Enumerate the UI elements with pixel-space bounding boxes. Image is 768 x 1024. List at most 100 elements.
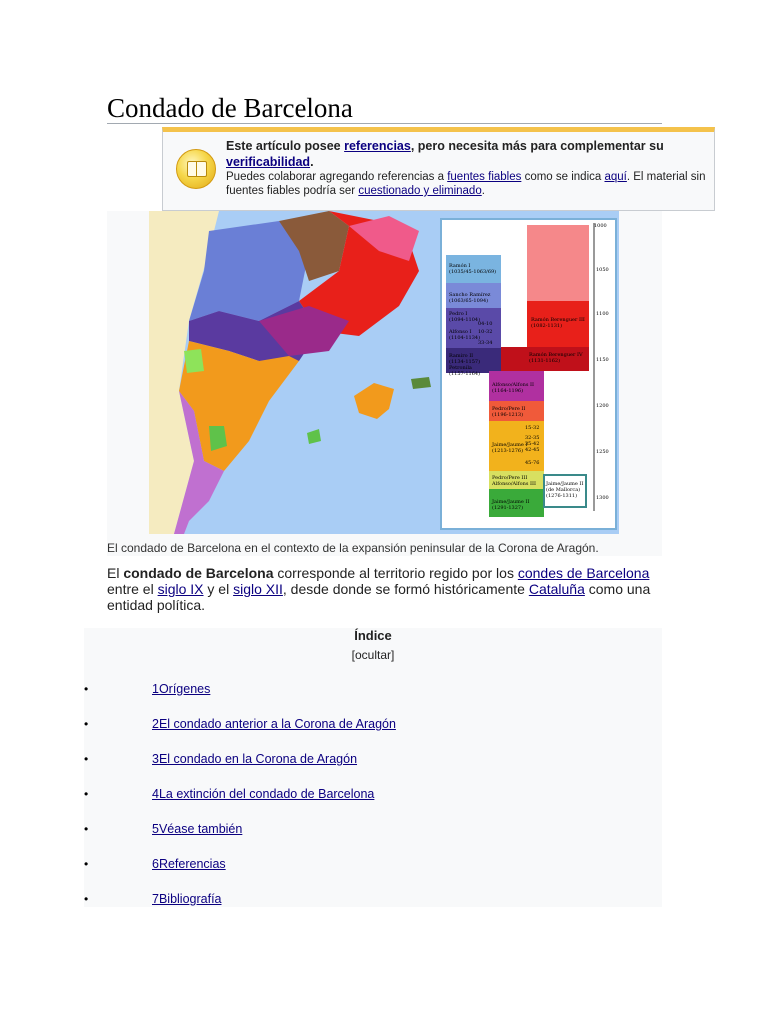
map-image[interactable]: 1000 1050 1100 1150 1200 1250 1300 Ramón… bbox=[149, 211, 619, 534]
condes-de-barcelona-link[interactable]: condes de Barcelona bbox=[517, 565, 650, 581]
notice-text: . bbox=[310, 155, 314, 169]
intro-text: , desde donde se formó históricamente bbox=[282, 581, 529, 597]
label-mallorca-dates: (1276-1311) bbox=[546, 492, 577, 499]
region-pink bbox=[349, 216, 419, 261]
intro-text: El bbox=[107, 565, 124, 581]
block-pedro-iii bbox=[489, 471, 544, 489]
toc-link-vease-tambien[interactable]: 5Véase también bbox=[152, 822, 243, 836]
label-pedro-i-dates: (1094-1104) bbox=[449, 316, 480, 323]
block-jaime-ii bbox=[489, 489, 544, 517]
label-ramiro: Ramiro II bbox=[449, 353, 473, 359]
label-45-76: 45-76 bbox=[525, 460, 539, 466]
bullet: • bbox=[84, 682, 89, 696]
toc-link-condado-anterior[interactable]: 2El condado anterior a la Corona de Arag… bbox=[152, 717, 396, 731]
label-rb-iv-dates: (1131-1162) bbox=[529, 357, 560, 364]
timeline-chart: 1000 1050 1100 1150 1200 1250 1300 Ramón… bbox=[440, 218, 617, 530]
label-33-34: 33-34 bbox=[478, 340, 492, 346]
bullet: • bbox=[84, 857, 89, 871]
notice-text: . bbox=[481, 185, 485, 197]
tick-1100: 1100 bbox=[596, 311, 609, 317]
region-orange bbox=[179, 341, 299, 471]
cataluna-link[interactable]: Cataluña bbox=[528, 581, 585, 597]
label-ramon-i: Ramón I bbox=[449, 262, 470, 269]
book-icon bbox=[176, 149, 216, 189]
notice-text: Este artículo posee bbox=[226, 139, 345, 153]
label-10-32: 10-32 bbox=[478, 329, 492, 335]
notice-heading: Este artículo posee referencias, pero ne… bbox=[226, 138, 706, 170]
toc-link-condado-corona[interactable]: 3El condado en la Corona de Aragón bbox=[152, 752, 358, 766]
fuentes-fiables-link[interactable]: fuentes fiables bbox=[447, 171, 522, 183]
toc-title: Índice bbox=[354, 628, 392, 643]
intro-text: como una entidad política. bbox=[107, 581, 651, 613]
block-pedro-alfonso bbox=[446, 308, 501, 348]
label-pedro-ii-dates: (1196-1213) bbox=[492, 411, 523, 418]
tick-1200: 1200 bbox=[596, 403, 609, 409]
block-ramon-berenguer-iv bbox=[501, 347, 589, 371]
intro-text: entre el bbox=[107, 581, 158, 597]
notice-text: Puedes colaborar agregando referencias a bbox=[226, 171, 448, 183]
toc-link-extincion[interactable]: 4La extinción del condado de Barcelona bbox=[152, 787, 375, 801]
title-divider bbox=[107, 123, 662, 124]
referencias-link[interactable]: referencias bbox=[344, 139, 411, 153]
label-rb-iii: Ramón Berenguer III bbox=[531, 316, 585, 323]
tick-1300: 1300 bbox=[596, 495, 609, 501]
block-top-pink bbox=[527, 225, 589, 301]
notice-text: . El material sin fuentes fiables podría… bbox=[226, 171, 706, 197]
intro-text: y el bbox=[203, 581, 234, 597]
bullet: • bbox=[84, 822, 89, 836]
siglo-xii-link[interactable]: siglo XII bbox=[233, 581, 283, 597]
block-sancho-ramirez bbox=[446, 283, 501, 308]
tick-1250: 1250 bbox=[596, 449, 609, 455]
label-ramiro-dates: (1134-1157) bbox=[449, 358, 480, 365]
region-lightgreen bbox=[184, 349, 204, 373]
region-green bbox=[209, 426, 227, 451]
notice-body: Puedes colaborar agregando referencias a… bbox=[226, 170, 706, 198]
region-violet bbox=[174, 391, 224, 534]
block-mallorca bbox=[543, 474, 587, 508]
verificabilidad-link[interactable]: verificabilidad bbox=[226, 155, 311, 169]
label-jaime-ii-dates: (1291-1327) bbox=[492, 504, 523, 511]
island-ibiza bbox=[307, 429, 321, 444]
intro-bold: condado de Barcelona bbox=[123, 565, 274, 581]
block-alfonso-ii bbox=[489, 371, 544, 401]
bullet: • bbox=[84, 787, 89, 801]
tick-1050: 1050 bbox=[596, 267, 609, 273]
label-32-35: 32-35 bbox=[525, 435, 539, 441]
aqui-link[interactable]: aquí bbox=[604, 171, 627, 183]
label-jaime-i-dates: (1213-1276) bbox=[492, 447, 523, 454]
block-ramon-i bbox=[446, 255, 501, 283]
label-alfonso-i-dates: (1104-1134) bbox=[449, 334, 480, 341]
region-brown bbox=[279, 211, 349, 281]
block-jaime-i bbox=[489, 421, 544, 471]
island-mallorca bbox=[354, 383, 394, 419]
toc-link-origenes[interactable]: 1Orígenes bbox=[152, 682, 211, 696]
toc-link-referencias[interactable]: 6Referencias bbox=[152, 857, 226, 871]
notice-text: como se indica bbox=[521, 171, 605, 183]
block-ramiro-petronila bbox=[446, 348, 501, 373]
cuestionado-link[interactable]: cuestionado y eliminado bbox=[358, 185, 482, 197]
label-sancho-dates: (1063/65-1094) bbox=[449, 297, 488, 304]
label-04-10: 04-10 bbox=[478, 321, 492, 327]
label-sancho: Sancho Ramírez bbox=[449, 291, 491, 298]
intro-paragraph: El condado de Barcelona corresponde al t… bbox=[107, 565, 662, 613]
bullet: • bbox=[84, 892, 89, 906]
toc-link-bibliografia[interactable]: 7Bibliografía bbox=[152, 892, 222, 906]
inland-territory bbox=[149, 211, 219, 534]
notice-text: , pero necesita más para complementar su bbox=[410, 139, 664, 153]
figure-caption: El condado de Barcelona en el contexto d… bbox=[107, 541, 599, 555]
label-alfonso-ii-dates: (1164-1196) bbox=[492, 387, 523, 394]
label-42-45: 42-45 bbox=[525, 447, 539, 453]
toc-hide-toggle[interactable]: [ocultar] bbox=[351, 648, 395, 662]
label-jaime-i: Jaime/Jaume I bbox=[491, 442, 527, 448]
siglo-ix-link[interactable]: siglo IX bbox=[157, 581, 204, 597]
label-pedro-iii: Pedro/Pere III bbox=[492, 475, 527, 481]
page-title: Condado de Barcelona bbox=[107, 93, 353, 123]
label-alfonso-ii: Alfonso/Alfons II bbox=[491, 382, 534, 388]
region-blue bbox=[189, 221, 309, 321]
label-15-32: 15-32 bbox=[525, 425, 539, 431]
label-mallorca: (de Mallorca) bbox=[546, 486, 580, 493]
label-alfonso-iii: Alfonso/Alfons III bbox=[491, 481, 536, 487]
label-alfonso-i: Alfonso I bbox=[448, 329, 471, 335]
block-pedro-ii bbox=[489, 401, 544, 421]
table-of-contents: Índice [ocultar] • 1Orígenes • 2El condado… bbox=[84, 628, 662, 907]
